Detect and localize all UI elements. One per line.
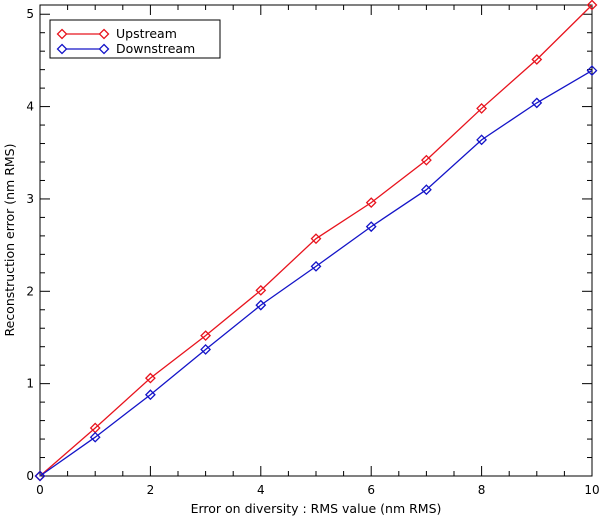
upstream-point [144, 372, 156, 384]
y-tick-label: 4 [26, 100, 34, 114]
legend-marker-downstream [56, 43, 68, 55]
downstream-point [200, 344, 212, 355]
series-layer [34, 0, 598, 482]
legend-marker-downstream [98, 43, 110, 55]
upstream-line [39, 4, 593, 477]
x-tick-label: 10 [584, 483, 599, 497]
x-tick-label: 2 [147, 483, 155, 497]
x-tick-label: 4 [257, 483, 265, 497]
legend-label-upstream: Upstream [116, 26, 177, 41]
downstream-point [255, 299, 267, 311]
x-tick-label: 0 [36, 483, 44, 497]
upstream-point [476, 103, 488, 114]
plot-frame [39, 4, 593, 477]
y-axis-label: Reconstruction error (nm RMS) [2, 144, 17, 337]
downstream-point [420, 184, 432, 196]
legend-marker-upstream [56, 28, 68, 40]
legend-box [49, 19, 221, 59]
x-tick-label: 8 [478, 483, 486, 497]
downstream-point [34, 470, 46, 482]
y-tick-label: 2 [26, 284, 34, 298]
upstream-point [531, 54, 543, 65]
y-tick-label: 5 [26, 7, 34, 21]
y-tick-label: 0 [26, 469, 34, 483]
upstream-point [255, 284, 267, 296]
downstream-point [310, 260, 322, 272]
axis-ticks: 0 2 4 6 8 10 0 1 2 3 4 5 [26, 5, 600, 497]
y-tick-label: 3 [26, 192, 34, 206]
legend-label-downstream: Downstream [116, 41, 195, 56]
downstream-point [365, 221, 377, 233]
upstream-point [310, 233, 322, 245]
upstream-point [586, 0, 598, 11]
x-axis-label: Error on diversity : RMS value (nm RMS) [191, 501, 442, 516]
downstream-point [476, 134, 488, 146]
downstream-point [586, 65, 598, 76]
upstream-point [200, 330, 212, 342]
downstream-point [531, 97, 543, 109]
upstream-point [420, 154, 432, 166]
y-tick-label: 1 [26, 377, 34, 391]
legend-marker-upstream [98, 28, 110, 40]
downstream-point [89, 431, 101, 443]
downstream-line [39, 70, 593, 477]
upstream-point [365, 197, 377, 209]
downstream-point [144, 389, 156, 401]
x-tick-label: 6 [367, 483, 375, 497]
